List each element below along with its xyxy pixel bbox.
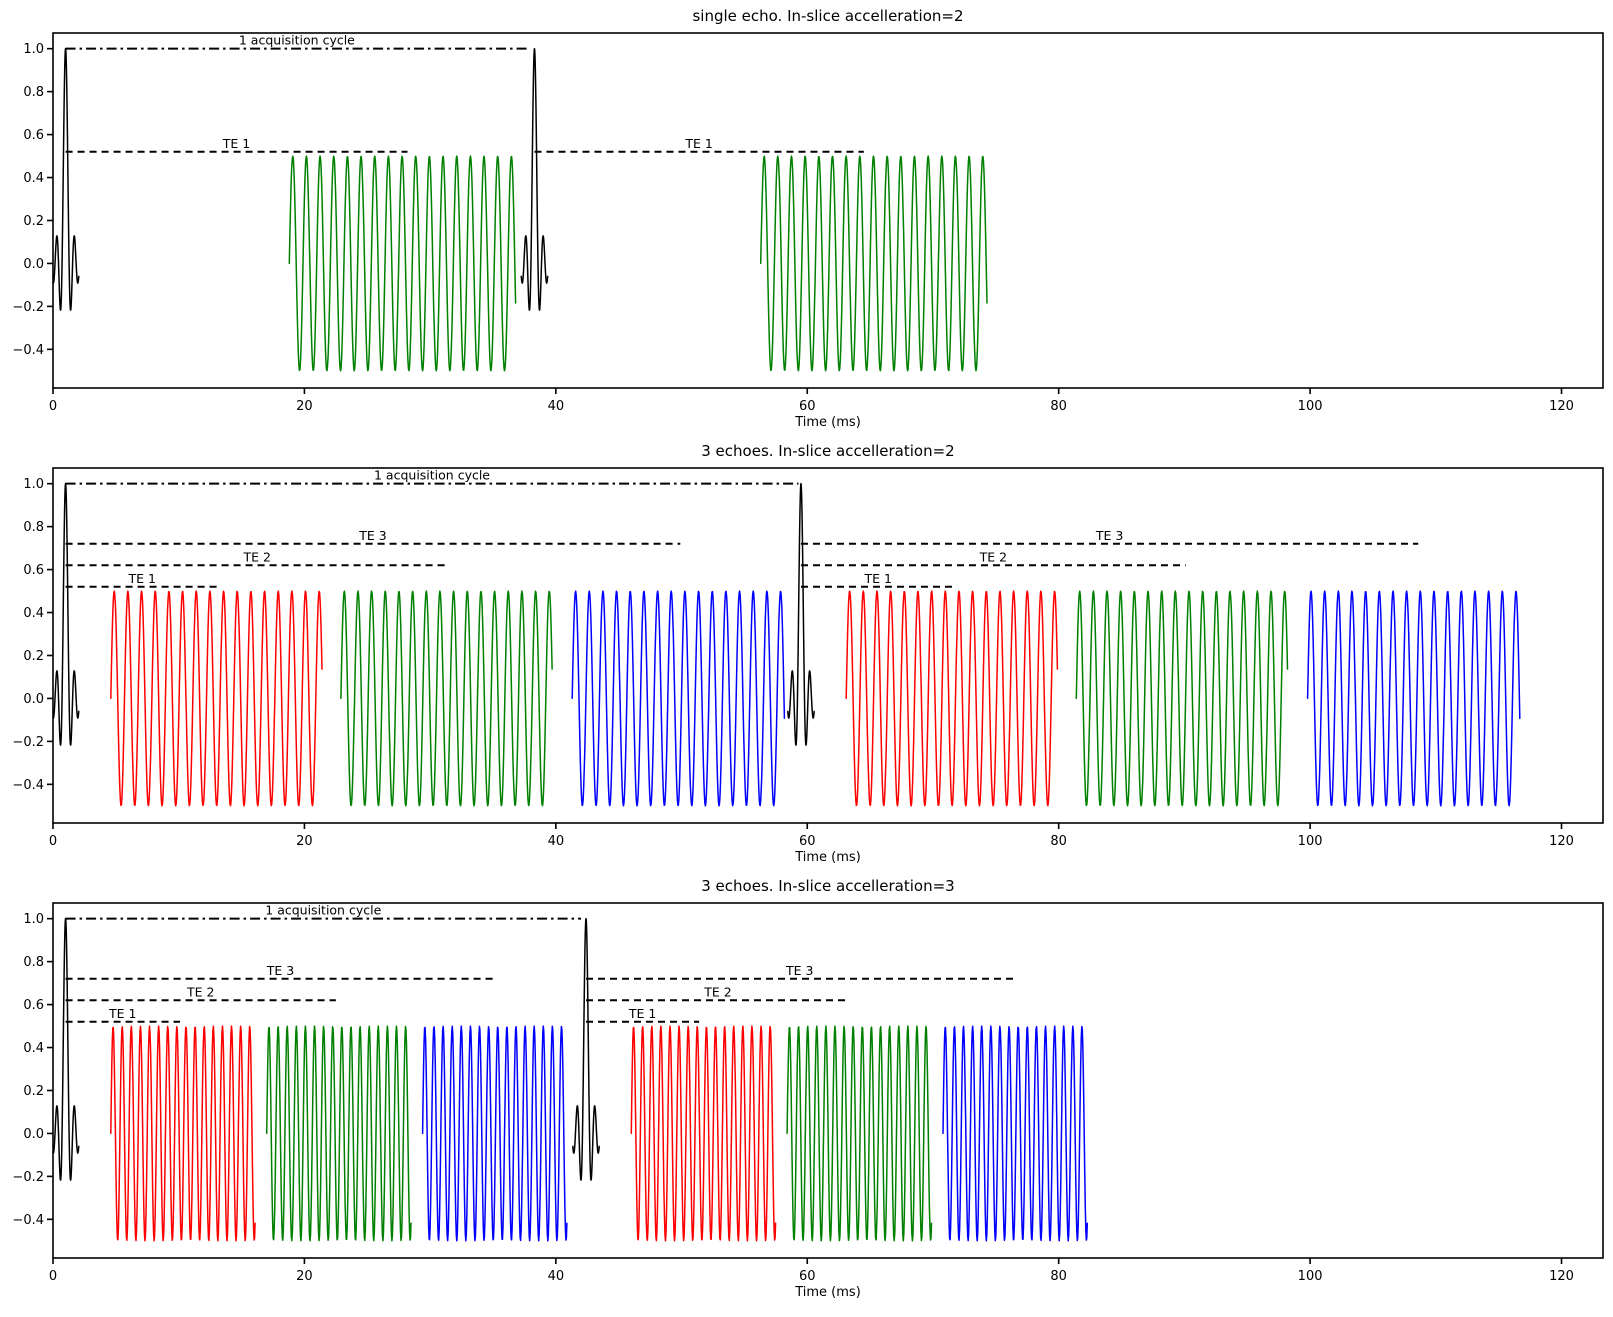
y-tick-label: 0.0: [23, 1127, 44, 1142]
rf-pulse-waveform: [52, 482, 80, 746]
x-tick-label: 40: [548, 1269, 565, 1284]
subplot-3-echoes-accel-2: 0 20 40 60 80 100 120 1.0 0.8 0.6 0.4 0.2 0.0 −0.2 −0.…: [0, 435, 1613, 870]
rf-pulse-waveform: [572, 917, 600, 1181]
x-tick-label: 0: [49, 1269, 57, 1284]
annotation-label: TE 1: [128, 571, 156, 586]
y-tick-label: −0.2: [12, 300, 44, 315]
echo-waveform: [942, 1025, 1089, 1242]
y-tick-label: 0.2: [23, 1084, 44, 1099]
echo-waveform: [1075, 590, 1289, 807]
y-tick-label: 0.6: [23, 563, 44, 578]
x-tick-label: 60: [799, 834, 816, 849]
plot-frame: [52, 467, 1604, 824]
y-tick-label: −0.2: [12, 1170, 44, 1185]
subplot-3-x-axis-label: Time (ms): [794, 1285, 861, 1300]
subplot-2-title: 3 echoes. In-slice accelleration=2: [701, 442, 954, 460]
rf-pulse-waveform: [52, 47, 80, 311]
y-tick-label: 0.4: [23, 171, 44, 186]
y-tick-label: 1.0: [23, 477, 44, 492]
subplot-1-title: single echo. In-slice accelleration=2: [692, 7, 963, 25]
x-tick-label: 0: [49, 399, 57, 414]
y-tick-label: 0.6: [23, 128, 44, 143]
echo-waveform: [110, 1025, 256, 1242]
x-tick-label: 20: [296, 834, 313, 849]
annotation-label: TE 2: [979, 549, 1007, 564]
subplot-2-x-axis-label: Time (ms): [794, 850, 861, 865]
annotation-label: 1 acquisition cycle: [265, 903, 381, 918]
x-tick-label: 20: [296, 399, 313, 414]
annotation-label: TE 2: [186, 984, 214, 999]
x-tick-label: 80: [1050, 399, 1067, 414]
y-tick-label: 1.0: [23, 42, 44, 57]
echo-waveform: [786, 1025, 933, 1242]
plot-frame: [52, 32, 1604, 389]
echo-waveform: [1306, 590, 1521, 807]
subplot-3-title: 3 echoes. In-slice accelleration=3: [701, 877, 954, 895]
echo-waveform: [288, 155, 517, 372]
echo-waveform: [340, 590, 553, 807]
subplot-1-canvas: 0 20 40 60 80 100 120 1.0 0.8 0.6 0.4 0.2 0.0 −0.2 −0.…: [12, 7, 1604, 430]
y-tick-label: 0.0: [23, 257, 44, 272]
echo-waveform: [421, 1025, 568, 1242]
echo-waveform: [630, 1025, 777, 1242]
y-tick-label: 0.8: [23, 85, 44, 100]
x-tick-label: 40: [548, 399, 565, 414]
x-tick-label: 120: [1549, 399, 1574, 414]
y-tick-label: −0.2: [12, 735, 44, 750]
echo-waveform: [265, 1025, 412, 1242]
x-tick-label: 60: [799, 1269, 816, 1284]
annotation-label: TE 3: [266, 963, 294, 978]
echo-waveform: [110, 590, 323, 807]
annotation-label: TE 1: [864, 571, 892, 586]
plot-frame: [52, 902, 1604, 1259]
rf-pulse-waveform: [520, 47, 549, 311]
annotation-label: TE 3: [785, 963, 813, 978]
annotation-label: TE 1: [684, 136, 712, 151]
y-tick-label: 0.4: [23, 606, 44, 621]
annotation-label: TE 3: [358, 528, 386, 543]
echo-waveform: [571, 590, 786, 807]
echo-waveform: [845, 590, 1059, 807]
x-tick-label: 100: [1298, 399, 1323, 414]
annotation-label: TE 1: [628, 1006, 656, 1021]
annotation-label: TE 3: [1095, 528, 1123, 543]
x-tick-label: 0: [49, 834, 57, 849]
y-tick-label: 0.0: [23, 692, 44, 707]
y-tick-label: −0.4: [12, 1213, 44, 1228]
x-tick-label: 100: [1298, 834, 1323, 849]
subplot-3-canvas: 0 20 40 60 80 100 120 1.0 0.8 0.6 0.4 0.2 0.0 −0.2 −0.…: [12, 877, 1604, 1300]
x-tick-label: 80: [1050, 834, 1067, 849]
rf-pulse-waveform: [52, 917, 80, 1181]
annotation-label: 1 acquisition cycle: [239, 33, 355, 48]
y-tick-label: 0.6: [23, 998, 44, 1013]
y-tick-label: −0.4: [12, 343, 44, 358]
y-tick-label: 0.4: [23, 1041, 44, 1056]
x-tick-label: 100: [1298, 1269, 1323, 1284]
echo-waveform: [759, 155, 988, 372]
annotation-label: TE 2: [243, 549, 271, 564]
y-tick-label: 1.0: [23, 912, 44, 927]
subplot-3-echoes-accel-3: 0 20 40 60 80 100 120 1.0 0.8 0.6 0.4 0.2 0.0 −0.2 −0.…: [0, 870, 1613, 1317]
annotation-label: TE 2: [703, 984, 731, 999]
subplot-2-canvas: 0 20 40 60 80 100 120 1.0 0.8 0.6 0.4 0.2 0.0 −0.2 −0.…: [12, 442, 1604, 865]
x-tick-label: 60: [799, 399, 816, 414]
y-tick-label: −0.4: [12, 778, 44, 793]
x-tick-label: 120: [1549, 834, 1574, 849]
x-tick-label: 80: [1050, 1269, 1067, 1284]
y-tick-label: 0.8: [23, 520, 44, 535]
subplot-1-x-axis-label: Time (ms): [794, 415, 861, 430]
subplot-single-echo-accel-2: 0 20 40 60 80 100 120 1.0 0.8 0.6 0.4 0.2 0.0 −0.2 −0.…: [0, 0, 1613, 435]
y-tick-label: 0.8: [23, 955, 44, 970]
y-tick-label: 0.2: [23, 649, 44, 664]
x-tick-label: 120: [1549, 1269, 1574, 1284]
y-tick-label: 0.2: [23, 214, 44, 229]
x-tick-label: 20: [296, 1269, 313, 1284]
annotation-label: TE 1: [108, 1006, 136, 1021]
rf-pulse-waveform: [787, 482, 815, 746]
x-tick-label: 40: [548, 834, 565, 849]
annotation-label: 1 acquisition cycle: [374, 468, 490, 483]
annotation-label: TE 1: [222, 136, 250, 151]
